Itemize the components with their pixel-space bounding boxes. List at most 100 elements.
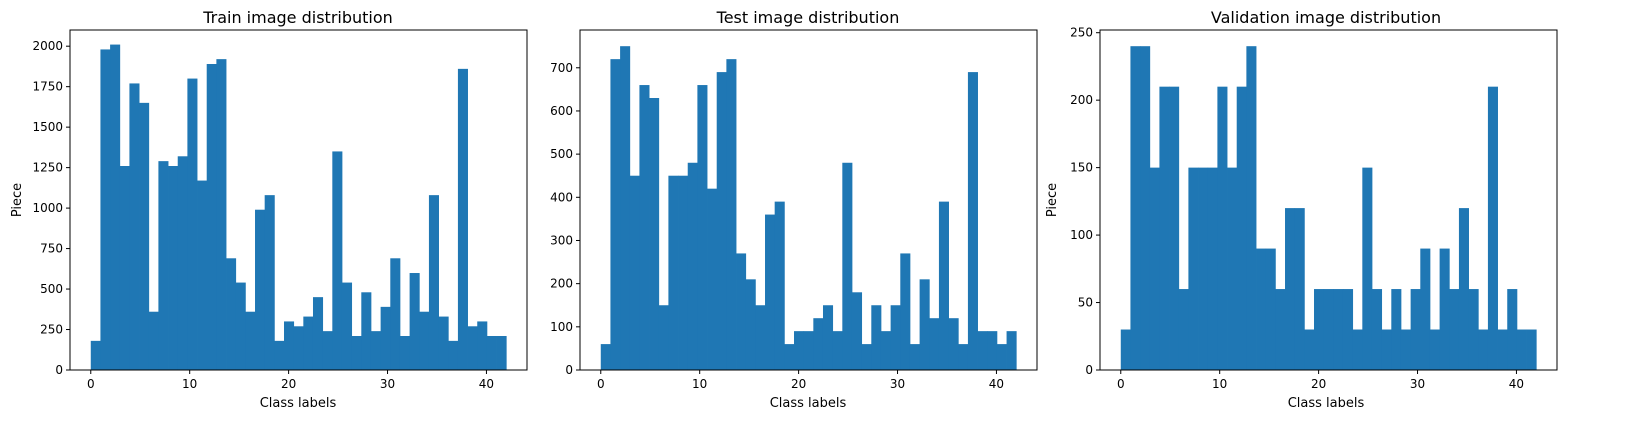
- x-tick-label: 20: [1311, 377, 1326, 391]
- bar-class-33: [919, 279, 930, 370]
- bar-class-36: [438, 316, 449, 370]
- bar-class-22: [303, 316, 314, 370]
- x-tick-label: 0: [1117, 377, 1125, 391]
- bar-class-5: [1169, 86, 1180, 371]
- bar-class-40: [1507, 289, 1518, 370]
- y-tick-label: 50: [1078, 296, 1093, 310]
- bar-class-8: [168, 166, 179, 370]
- bar-class-20: [1314, 289, 1325, 370]
- x-axis-label: Class labels: [260, 396, 337, 411]
- bar-class-35: [428, 195, 439, 370]
- y-tick-label: 1000: [32, 201, 63, 215]
- x-tick-label: 30: [890, 377, 905, 391]
- bar-class-14: [226, 258, 237, 370]
- y-tick-label: 1250: [32, 161, 63, 175]
- bar-class-35: [938, 201, 949, 370]
- bar-class-38: [967, 72, 978, 370]
- bar-class-42: [1526, 329, 1537, 370]
- bar-class-8: [678, 175, 689, 370]
- bar-class-17: [255, 209, 266, 370]
- x-axis-label: Class labels: [1288, 396, 1365, 411]
- x-ticks: 0 10 20 30 40: [1117, 370, 1524, 391]
- plot-area: [69, 29, 528, 371]
- bar-class-28: [1391, 289, 1402, 370]
- bar-class-38: [457, 68, 468, 371]
- bars: [1120, 46, 1537, 371]
- x-tick-label: 10: [1212, 377, 1227, 391]
- y-ticks: 0 100 200 300 400 500 600 700: [550, 61, 580, 377]
- bar-class-22: [813, 318, 824, 370]
- bar-class-23: [822, 305, 834, 370]
- bar-class-42: [496, 336, 507, 370]
- chart-title: Validation image distribution: [1211, 8, 1441, 27]
- x-ticks: 0 10 20 30 40: [597, 370, 1004, 391]
- bar-class-0: [90, 340, 101, 370]
- bar-class-37: [448, 340, 459, 370]
- train-chart: Train image distribution 0 10 20 30 40 0 250 5…: [10, 8, 528, 411]
- y-tick-label: 1500: [32, 120, 63, 134]
- bar-class-11: [197, 180, 208, 370]
- bar-class-39: [467, 326, 478, 370]
- bar-class-27: [861, 344, 872, 370]
- bar-class-15: [745, 279, 756, 370]
- bar-class-41: [1516, 329, 1527, 370]
- bar-class-10: [187, 78, 198, 370]
- x-tick-label: 40: [479, 377, 494, 391]
- x-tick-label: 10: [182, 377, 197, 391]
- bar-class-3: [629, 175, 640, 370]
- bar-class-32: [399, 336, 411, 370]
- bar-class-16: [1275, 289, 1286, 370]
- y-tick-label: 300: [550, 233, 573, 247]
- bar-class-0: [600, 344, 611, 370]
- bar-class-1: [100, 49, 111, 371]
- bar-class-9: [177, 156, 188, 370]
- bar-class-27: [1381, 329, 1392, 370]
- chart-title: Test image distribution: [716, 8, 900, 27]
- bar-class-33: [409, 273, 420, 370]
- y-tick-label: 150: [1070, 161, 1093, 175]
- bar-class-4: [639, 85, 650, 371]
- bar-class-12: [206, 64, 217, 370]
- x-tick-label: 0: [87, 377, 95, 391]
- bar-class-39: [977, 331, 988, 370]
- plot-area: [579, 29, 1038, 371]
- bar-class-2: [110, 44, 121, 370]
- x-tick-label: 40: [1509, 377, 1524, 391]
- bar-class-12: [1236, 86, 1247, 371]
- bar-class-34: [929, 318, 940, 370]
- x-tick-label: 20: [791, 377, 806, 391]
- bar-class-5: [139, 102, 150, 371]
- y-tick-label: 400: [550, 190, 573, 204]
- bar-class-20: [794, 331, 805, 370]
- x-tick-label: 20: [281, 377, 296, 391]
- bar-class-13: [1246, 46, 1257, 370]
- bar-class-0: [1120, 329, 1131, 370]
- bar-class-22: [1333, 289, 1344, 370]
- bar-class-10: [1217, 86, 1228, 371]
- bar-class-32: [1429, 329, 1441, 370]
- bar-class-35: [1458, 208, 1469, 370]
- bar-class-21: [293, 326, 304, 370]
- bar-class-24: [322, 331, 333, 370]
- bar-class-34: [419, 311, 430, 370]
- bar-class-7: [668, 175, 679, 370]
- bar-class-19: [784, 344, 795, 370]
- bar-class-6: [658, 305, 669, 370]
- bars: [600, 46, 1017, 371]
- bar-class-20: [284, 321, 295, 370]
- bar-class-31: [390, 258, 401, 370]
- y-tick-label: 100: [550, 320, 573, 334]
- x-axis-label: Class labels: [770, 396, 847, 411]
- y-tick-label: 100: [1070, 228, 1093, 242]
- bar-class-6: [148, 311, 159, 370]
- bar-class-19: [274, 340, 285, 370]
- y-ticks: 0 50 100 150 200 250: [1070, 26, 1100, 377]
- bar-class-17: [1285, 208, 1296, 370]
- bar-class-39: [1497, 329, 1508, 370]
- bar-class-9: [687, 162, 698, 370]
- bar-class-34: [1449, 289, 1460, 370]
- bar-class-18: [264, 195, 275, 370]
- y-tick-label: 750: [40, 242, 63, 256]
- y-tick-label: 700: [550, 61, 573, 75]
